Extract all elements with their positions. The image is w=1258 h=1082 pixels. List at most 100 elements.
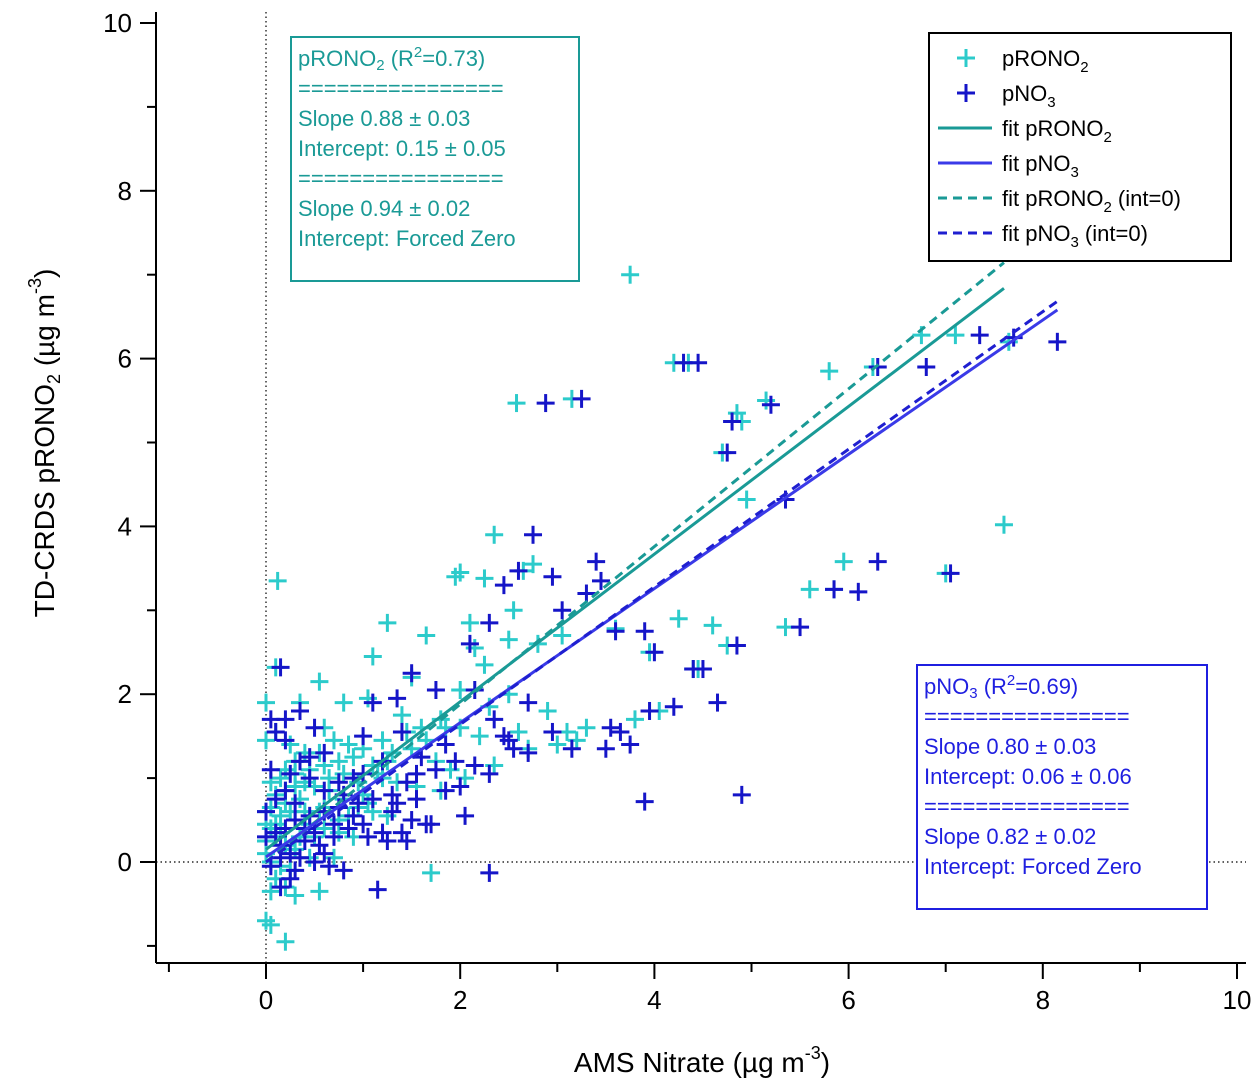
pno3-point [635,622,654,641]
pno3-point [276,731,295,750]
pno3-point [791,618,810,637]
pno3-point [519,693,538,712]
prono2-point [276,932,295,951]
prono2-point [392,706,411,725]
legend: pRONO2 pNO3 fit pRONO2 fit pNO3 fit pRONO2 (… [928,32,1232,262]
pno3-point [257,827,275,846]
data-points [257,265,1067,951]
x-axis-title: AMS Nitrate (µg m-3) [574,1043,830,1078]
pno3-point [446,752,465,771]
pno3-point [339,819,358,838]
x-tick-label: 8 [1036,985,1050,1015]
prono2-point [460,613,479,632]
pno3-point [426,760,445,779]
pno3-point [276,710,295,729]
pno3-point [407,790,426,809]
pno3-point [601,718,620,737]
pno3-point [315,781,334,800]
pno3-fit-annotation: pNO3 (R2=0.69) ================ Slope 0.… [916,664,1208,910]
fit_prono2_int0-line [265,261,1005,864]
y-tick-label: 0 [118,847,132,877]
prono2-point [994,515,1013,534]
prono2-point [820,362,839,381]
pno3-point [305,853,324,871]
prono2-point [475,569,494,588]
pno3-point [456,806,475,825]
pno3-point [300,748,319,767]
fit_pno3_int0-line [265,300,1059,864]
pno3-point [562,739,581,758]
y-tick-label: 4 [118,511,132,541]
pno3-point [640,701,659,720]
pno3-point [324,815,343,834]
pno3-point [266,790,285,809]
pno3-point [422,815,441,834]
y-axis-title: TD-CRDS pRONO2 (µg m-3) [25,269,64,618]
prono2-point [378,613,397,632]
prono2-point [800,580,819,599]
prono2-point [373,731,392,750]
pno3-point [849,582,868,601]
pno3-point [451,777,470,796]
pno3-point [261,760,280,779]
pno3-point [587,552,606,571]
prono2-point [261,882,280,901]
pno3-point [572,389,591,408]
pno3-point [591,571,610,590]
pno3-point [868,552,887,571]
prono2-annotation-intercept: Intercept: 0.15 ± 0.05 [298,136,506,161]
prono2-point [344,748,363,767]
prono2-point [509,722,528,741]
axes [155,12,1246,964]
pno3-point [344,806,363,825]
prono2-point [485,525,504,544]
pno3-point [941,564,960,583]
y-axis-title-superscript: -3 [25,278,45,294]
prono2-point [257,693,275,712]
prono2-point [315,819,334,838]
prono2-point [504,601,523,620]
x-axis-title-superscript: -3 [805,1043,821,1063]
pno3-point [286,794,305,813]
y-tick-label: 6 [118,344,132,374]
pno3-point [970,326,989,345]
legend-fit_pno3-label: fit pNO3 [1002,151,1079,181]
prono2-point [499,630,518,649]
legend-frame [928,32,1232,262]
pno3-point [329,773,348,792]
pno3-point [465,756,484,775]
pno3-annotation-separator: ================ [924,704,1130,729]
tick-marks: 0 2 4 6 8 10 0 2 4 6 8 10 [103,8,1251,1015]
prono2-annotation-intercept-int0: Intercept: Forced Zero [298,226,516,251]
pno3-point [917,357,936,376]
pno3-point [281,764,300,783]
pno3-point [825,580,844,599]
prono2-point [310,882,329,901]
pno3-point [368,880,387,899]
x-tick-label: 10 [1223,985,1252,1015]
pno3-point [509,561,528,580]
prono2-annotation-slope-int0: Slope 0.94 ± 0.02 [298,196,471,221]
prono2-point [475,655,494,674]
prono2-point [257,731,275,750]
prono2-point [339,735,358,754]
pno3-point [494,576,513,595]
pno3-point [436,781,455,800]
prono2-fit-annotation: pRONO2 (R2=0.73) ================ Slope … [290,36,580,282]
prono2-point [334,693,353,712]
prono2-point [834,552,853,571]
legend-pno3-marker [957,84,975,102]
pno3-point [271,658,290,677]
pno3-point [426,681,445,700]
pno3-point [536,394,555,413]
prono2-point [621,265,640,284]
x-tick-label: 4 [647,985,661,1015]
prono2-point [417,626,436,645]
y-tick-label: 10 [103,8,132,38]
prono2-point [548,735,567,754]
prono2-point [737,490,756,509]
pno3-point [305,718,324,737]
pno3-annotation-intercept: Intercept: 0.06 ± 0.06 [924,764,1132,789]
x-tick-label: 0 [259,985,273,1015]
